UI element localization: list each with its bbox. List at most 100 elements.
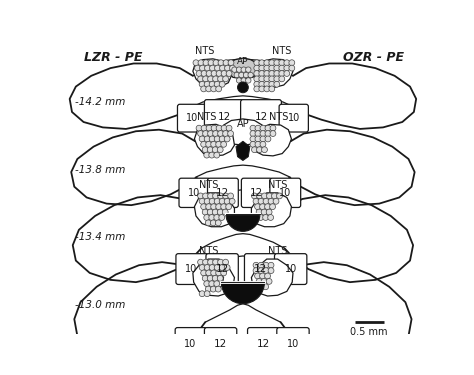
Text: -13.4 mm: -13.4 mm [75, 232, 126, 243]
Circle shape [198, 76, 203, 82]
Circle shape [218, 76, 224, 82]
Circle shape [209, 81, 215, 87]
Circle shape [226, 204, 232, 210]
FancyBboxPatch shape [206, 254, 238, 285]
Circle shape [200, 65, 205, 71]
Circle shape [223, 130, 228, 136]
Circle shape [260, 273, 265, 279]
FancyBboxPatch shape [175, 328, 208, 360]
Circle shape [259, 76, 264, 82]
Circle shape [203, 76, 209, 82]
Circle shape [225, 65, 230, 71]
Circle shape [258, 262, 264, 268]
Circle shape [223, 193, 228, 199]
Circle shape [203, 193, 209, 199]
Circle shape [204, 265, 210, 270]
Circle shape [284, 60, 290, 66]
Circle shape [217, 209, 223, 215]
Circle shape [265, 136, 271, 142]
Circle shape [229, 65, 236, 71]
Text: 12: 12 [216, 188, 229, 198]
Text: NTS: NTS [268, 180, 287, 190]
Polygon shape [193, 59, 231, 87]
Circle shape [264, 204, 271, 210]
Circle shape [218, 60, 224, 66]
Circle shape [218, 130, 224, 136]
Circle shape [216, 204, 222, 210]
Circle shape [262, 193, 267, 199]
Circle shape [219, 65, 226, 71]
Text: 10: 10 [186, 113, 198, 123]
Circle shape [194, 65, 201, 71]
Circle shape [250, 125, 256, 131]
Circle shape [253, 268, 259, 273]
Circle shape [284, 70, 290, 76]
Circle shape [260, 141, 266, 147]
Circle shape [273, 198, 279, 204]
Circle shape [266, 193, 273, 199]
Circle shape [250, 136, 256, 142]
Circle shape [217, 275, 223, 281]
Circle shape [208, 76, 213, 82]
Circle shape [266, 209, 272, 215]
Circle shape [279, 65, 285, 71]
Circle shape [269, 60, 275, 66]
Circle shape [272, 193, 277, 199]
FancyBboxPatch shape [208, 178, 238, 207]
Circle shape [216, 270, 222, 276]
Circle shape [215, 65, 220, 71]
Circle shape [260, 125, 266, 131]
Text: 12: 12 [255, 112, 268, 122]
Text: LZR - PE: LZR - PE [83, 51, 142, 64]
Circle shape [205, 65, 210, 71]
Text: OZR - PE: OZR - PE [343, 51, 403, 64]
FancyBboxPatch shape [176, 254, 208, 285]
Circle shape [198, 130, 203, 136]
Circle shape [261, 209, 267, 215]
Text: 10: 10 [185, 264, 198, 274]
Circle shape [229, 198, 235, 204]
FancyBboxPatch shape [270, 178, 301, 207]
FancyBboxPatch shape [279, 104, 309, 132]
Circle shape [214, 81, 220, 87]
Text: AP: AP [237, 118, 249, 129]
Circle shape [216, 125, 222, 131]
Circle shape [223, 259, 228, 265]
Text: 12: 12 [257, 339, 270, 349]
Circle shape [221, 141, 227, 147]
Circle shape [253, 198, 259, 204]
Circle shape [221, 70, 227, 76]
Circle shape [279, 60, 285, 66]
Circle shape [214, 214, 219, 220]
Circle shape [214, 265, 220, 270]
Circle shape [259, 81, 264, 87]
Text: 10: 10 [279, 188, 292, 198]
Circle shape [202, 275, 208, 281]
Circle shape [258, 284, 264, 290]
Circle shape [264, 70, 270, 76]
Circle shape [196, 70, 202, 76]
Circle shape [268, 268, 274, 273]
Circle shape [209, 198, 215, 204]
Circle shape [232, 67, 237, 72]
Circle shape [206, 86, 211, 92]
FancyBboxPatch shape [274, 254, 307, 285]
Text: -13.0 mm: -13.0 mm [75, 300, 126, 310]
Circle shape [264, 60, 270, 66]
Circle shape [228, 193, 234, 199]
Circle shape [241, 78, 246, 83]
Circle shape [255, 130, 261, 136]
Circle shape [205, 286, 211, 292]
Text: NTS: NTS [272, 46, 291, 56]
Circle shape [263, 268, 269, 273]
Circle shape [212, 209, 218, 215]
Circle shape [222, 209, 228, 215]
Circle shape [289, 65, 295, 71]
Circle shape [209, 265, 215, 270]
Circle shape [211, 70, 217, 76]
Circle shape [255, 125, 261, 131]
Circle shape [206, 204, 211, 210]
Circle shape [224, 198, 230, 204]
Circle shape [252, 193, 257, 199]
Circle shape [212, 147, 218, 153]
